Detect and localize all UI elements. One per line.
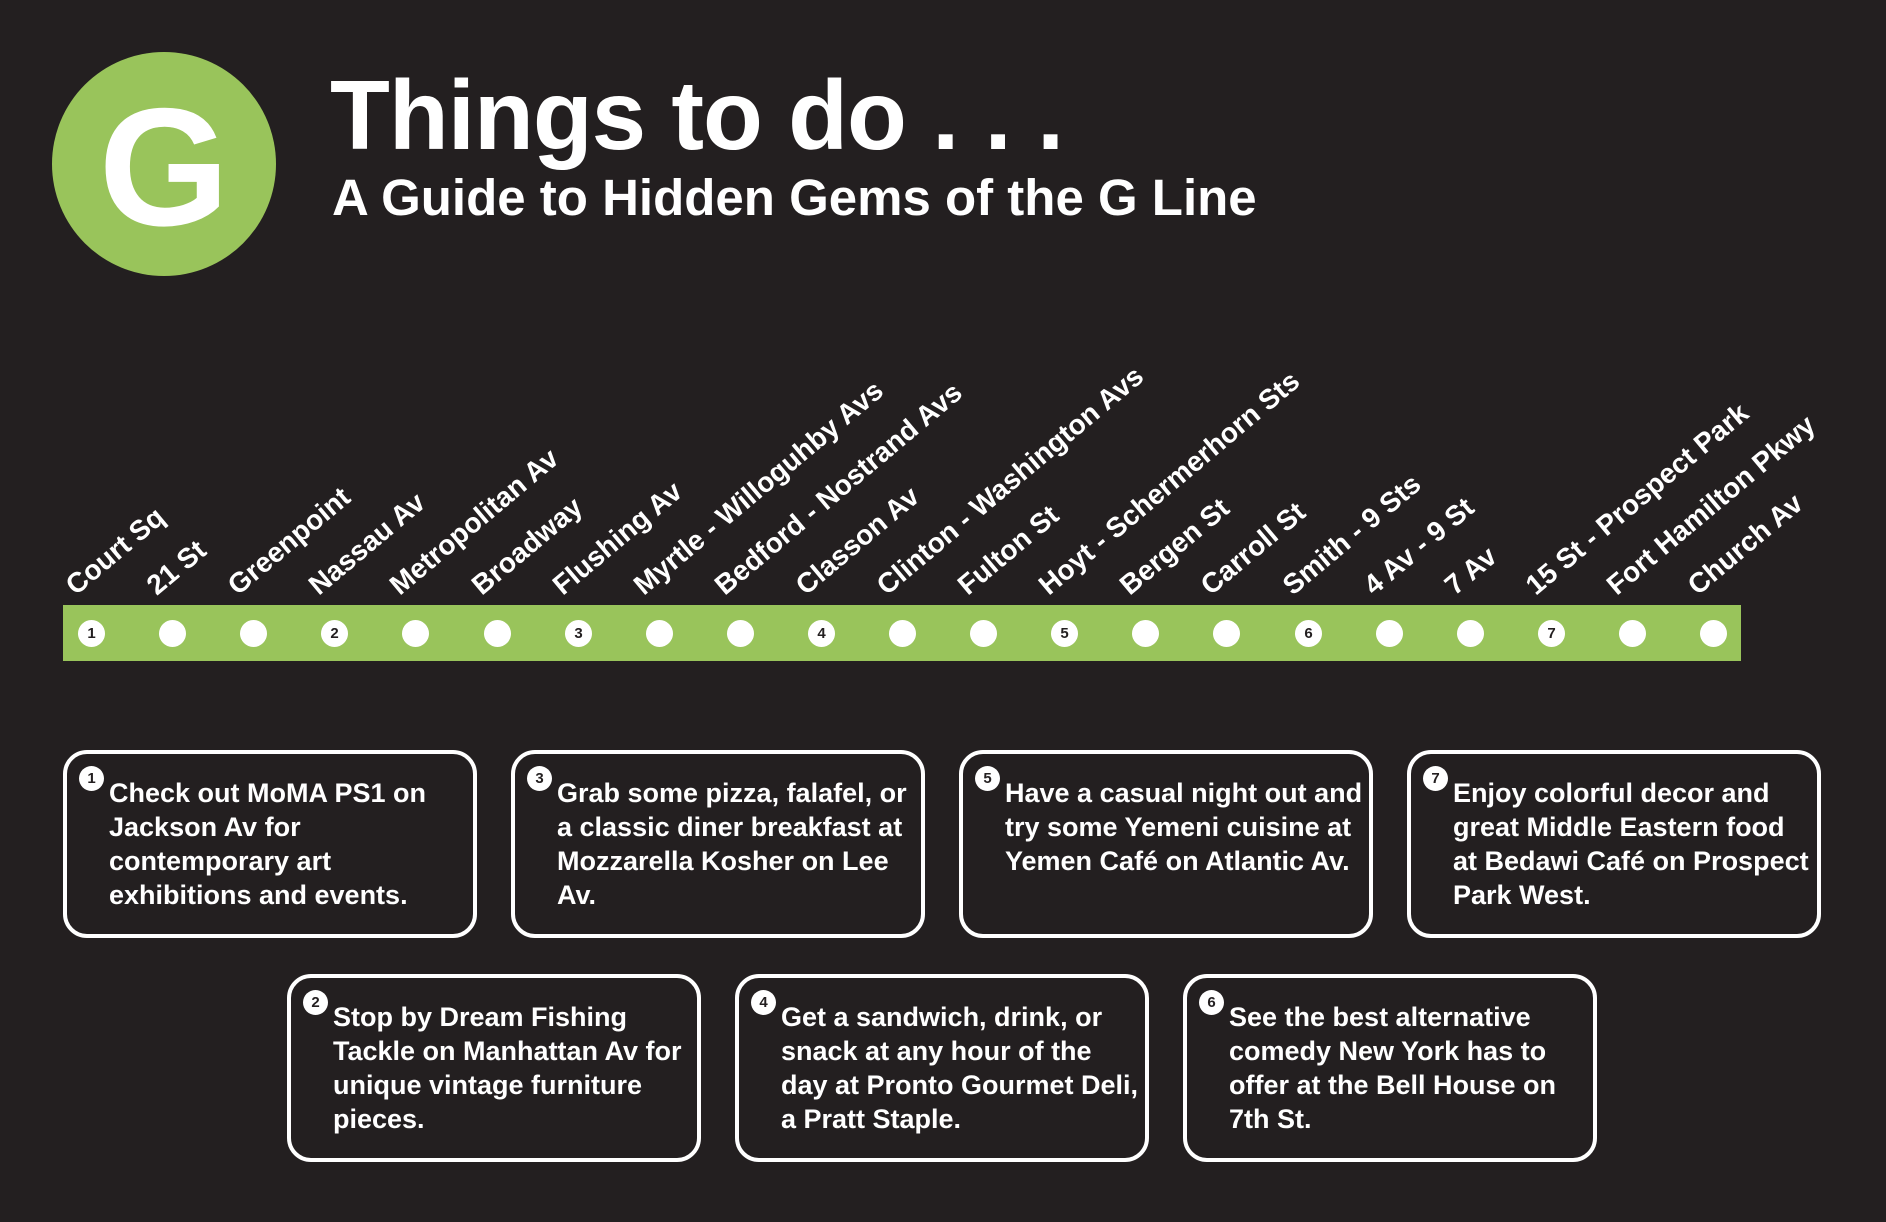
tip-number-badge: 6 — [1199, 990, 1224, 1015]
station-label: Carroll St — [1194, 496, 1312, 601]
tip-card: 3 Grab some pizza, falafel, or a classic … — [511, 750, 925, 938]
tip-text: Grab some pizza, falafel, or a classic d… — [557, 778, 907, 910]
tip-number-badge: 3 — [527, 766, 552, 791]
station-label: Church Av — [1681, 487, 1809, 601]
station-label: Classon Av — [789, 480, 925, 601]
station-label: Court Sq — [59, 501, 171, 601]
tip-card: 1 Check out MoMA PS1 on Jackson Av for co… — [63, 750, 477, 938]
tip-card: 2 Stop by Dream Fishing Tackle on Manhatt… — [287, 974, 701, 1162]
tip-card: 4 Get a sandwich, drink, or snack at any … — [735, 974, 1149, 1162]
tip-text: Enjoy colorful decor and great Middle Ea… — [1453, 778, 1809, 910]
tip-text: Get a sandwich, drink, or snack at any h… — [781, 1002, 1139, 1134]
station-label: Nassau Av — [302, 486, 431, 601]
station-label: Myrtle - Willoguhby Avs — [627, 374, 889, 601]
tip-text: See the best alternative comedy New York… — [1229, 1002, 1557, 1134]
tip-number-badge: 5 — [975, 766, 1000, 791]
station-label: Bedford - Nostrand Avs — [708, 376, 968, 601]
station-label: 7 Av — [1438, 540, 1503, 601]
tip-card: 5 Have a casual night out and try some Ye… — [959, 750, 1373, 938]
station-label: Flushing Av — [546, 475, 688, 601]
station-label: Hoyt - Schermerhorn Sts — [1032, 364, 1306, 601]
tip-number-badge: 1 — [79, 766, 104, 791]
station-label: Smith - 9 Sts — [1276, 468, 1427, 601]
tip-card: 6 See the best alternative comedy New Yor… — [1183, 974, 1597, 1162]
tip-number-badge: 4 — [751, 990, 776, 1015]
station-label: Clinton - Washington Avs — [870, 360, 1150, 601]
station-label: Metropolitan Av — [383, 442, 565, 601]
tip-number-badge: 7 — [1423, 766, 1448, 791]
g-line-logo: G — [52, 52, 276, 276]
subway-line-bar — [63, 605, 1741, 661]
station-label: 15 St - Prospect Park — [1519, 396, 1755, 601]
station-label: 21 St — [140, 533, 212, 601]
tip-text: Stop by Dream Fishing Tackle on Manhatta… — [333, 1002, 682, 1134]
station-label: 4 Av - 9 St — [1357, 491, 1480, 601]
tip-card: 7 Enjoy colorful decor and great Middle E… — [1407, 750, 1821, 938]
tip-text: Have a casual night out and try some Yem… — [1005, 778, 1363, 876]
tip-text: Check out MoMA PS1 on Jackson Av for con… — [109, 778, 427, 910]
station-label: Greenpoint — [221, 481, 357, 601]
page-title: Things to do . . . — [330, 60, 1064, 170]
station-label: Bergen St — [1113, 492, 1235, 601]
page-subtitle: A Guide to Hidden Gems of the G Line — [332, 169, 1257, 226]
logo-letter: G — [98, 73, 230, 261]
station-label: Broadway — [465, 490, 589, 601]
station-label: Fulton St — [951, 499, 1065, 601]
tip-number-badge: 2 — [303, 990, 328, 1015]
station-label: Fort Hamilton Pkwy — [1600, 409, 1821, 601]
